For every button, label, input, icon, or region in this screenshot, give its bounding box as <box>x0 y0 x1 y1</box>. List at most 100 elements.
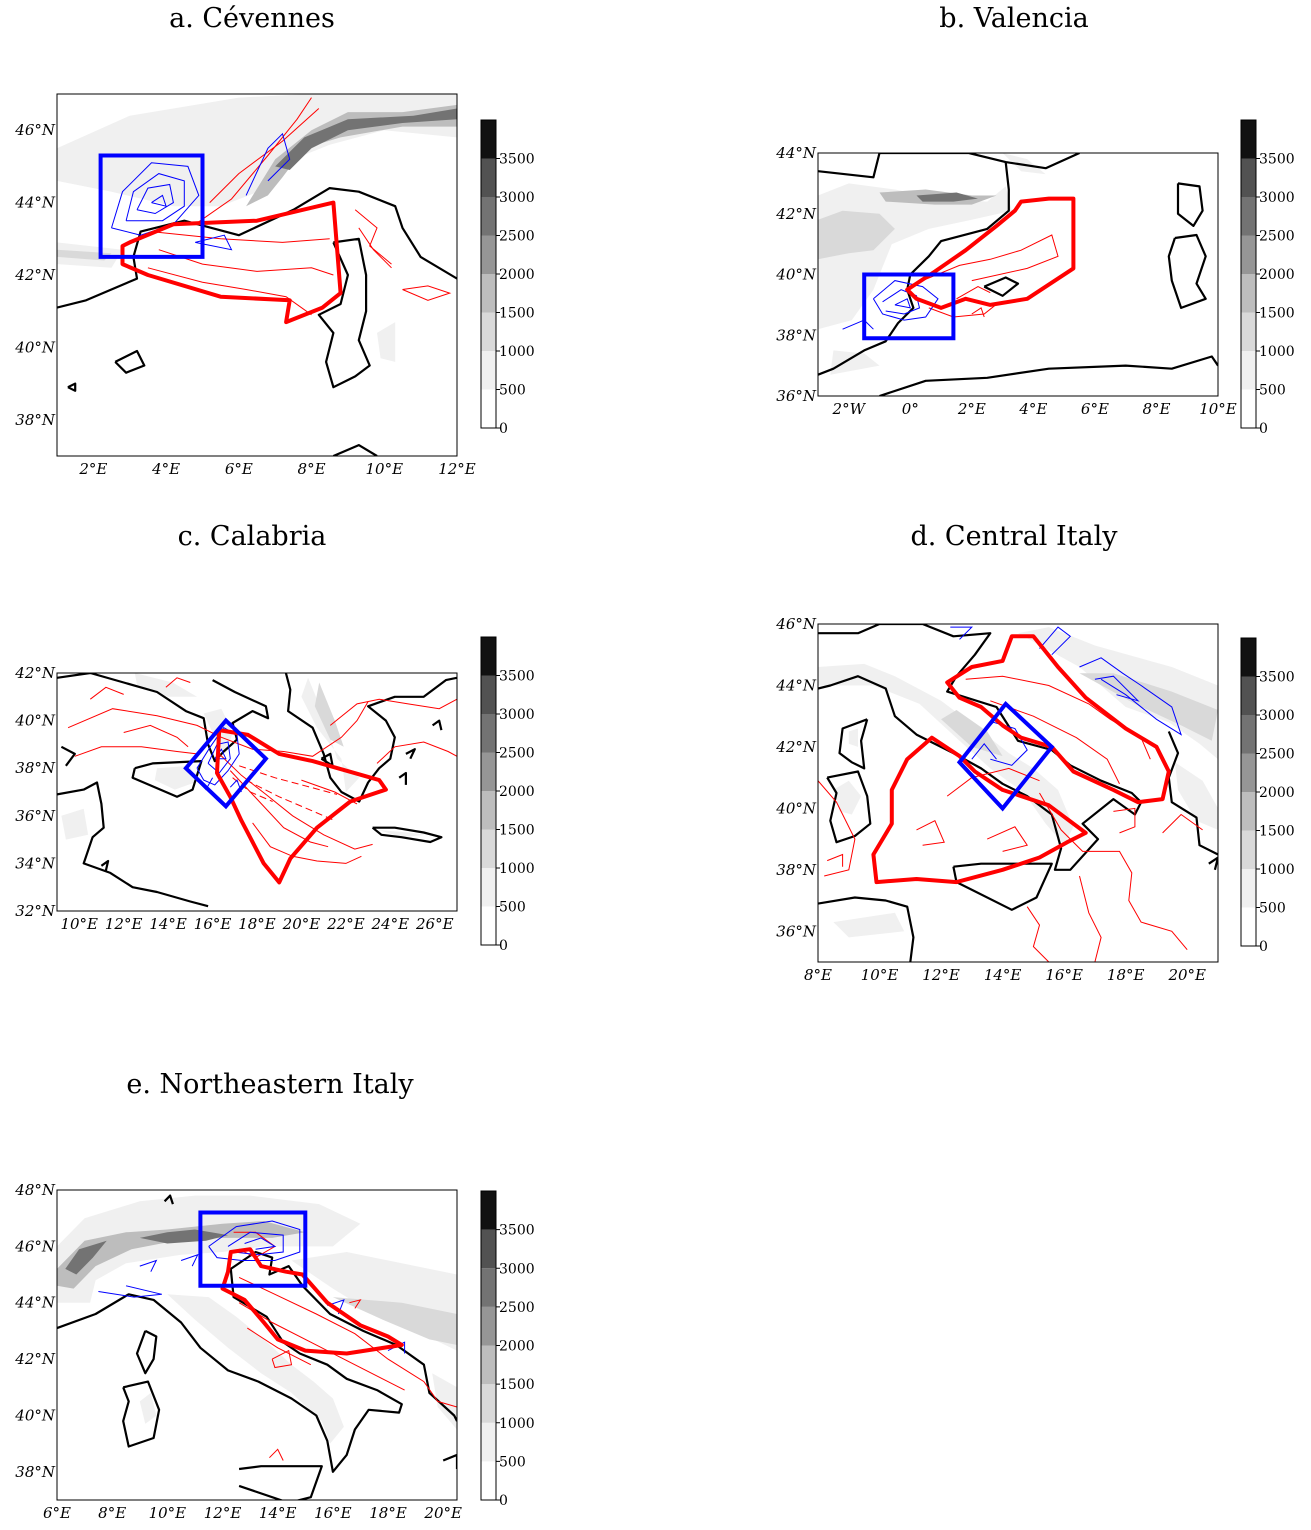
colorbar-bin-1 <box>1241 351 1256 390</box>
panel-a-frame <box>56 93 458 457</box>
panel-c-red-contour-7 <box>165 677 191 688</box>
panel-e-blue-box <box>198 1210 308 1288</box>
panel-c-coastline-7 <box>398 771 407 785</box>
colorbar-tick-label-5: 2500 <box>1259 229 1295 245</box>
panel-a-ytick-3: 44°N <box>14 194 56 212</box>
panel-a-blue-contour-4 <box>245 132 291 196</box>
colorbar-tick-label-0: 0 <box>499 938 508 954</box>
colorbar-tick-label-7: 3500 <box>499 1223 535 1239</box>
panel-d-ytick-5: 46°N <box>775 615 817 633</box>
panel-c-red-contour-4 <box>229 770 329 848</box>
panel-a-red-contour-0 <box>209 108 320 203</box>
panel-e-xtick-3: 12°E <box>204 1504 242 1522</box>
panel-d-blue-contour-4 <box>971 743 997 760</box>
colorbar-tick-label-3: 1500 <box>499 306 535 322</box>
panel-e-terrain-8 <box>432 1373 457 1430</box>
panel-c-coastline-4 <box>284 673 457 803</box>
panel-a-red-contour-7 <box>358 227 392 269</box>
panel-d-ytick-2: 40°N <box>775 799 817 817</box>
panel-a-xtick-0: 2°E <box>78 460 107 478</box>
colorbar-tick-label-5: 2500 <box>1259 747 1295 763</box>
panel-b-red-contour-3 <box>971 307 985 318</box>
panel-e-map: 6°E 8°E 10°E 12°E 14°E 16°E 18°E 20°E 38°N 40°N 42… <box>14 1181 462 1522</box>
panel-e-blue-contour-3 <box>139 1259 158 1272</box>
panel-a-xtick-2: 6°E <box>225 460 253 478</box>
colorbar-tick-label-5: 2500 <box>499 746 535 762</box>
panel-d-frame <box>817 623 1219 963</box>
colorbar-tick-label-0: 0 <box>1259 421 1268 437</box>
colorbar-bin-4 <box>1241 235 1256 274</box>
panel-c-frame <box>56 672 458 912</box>
colorbar-bin-6 <box>481 158 496 197</box>
colorbar-tick-label-0: 0 <box>499 1493 508 1509</box>
colorbar-bin-2 <box>1241 312 1256 351</box>
panel-d-blue-contour-5 <box>950 626 974 640</box>
panel-a-xtick-3: 8°E <box>298 460 326 478</box>
panel-c-ytick-2: 36°N <box>15 807 56 825</box>
colorbar-bin-7 <box>1241 120 1256 159</box>
panel-b-xtick-1: 0° <box>902 400 919 418</box>
panel-d-coastline-5 <box>1167 731 1218 856</box>
panel-c-ytick-4: 40°N <box>14 712 56 730</box>
panel-e-red-contour-6 <box>349 1299 362 1309</box>
panel-d-map: 8°E 10°E 12°E 14°E 16°E 18°E 20°E 36°N 38°N 40°N 4… <box>775 615 1219 984</box>
panel-a-xtick-4: 10°E <box>365 460 403 478</box>
panel-a-red-region-0 <box>120 200 343 325</box>
panel-d-coastline-6 <box>1208 856 1218 871</box>
panel-c-xtick-8: 26°E <box>415 915 454 933</box>
panel-c-xtick-1: 12°E <box>105 915 143 933</box>
panel-b-terrain-5 <box>1002 153 1046 175</box>
colorbar-tick-label-3: 1500 <box>1259 306 1295 322</box>
panel-c-blue-box <box>183 717 269 810</box>
panel-c-colorbar: 0 500 1000 1500 2000 2500 3000 3500 <box>480 636 535 954</box>
panel-e-terrain-3 <box>139 1229 228 1244</box>
colorbar-bin-6 <box>1241 676 1256 715</box>
panel-c-red-contour-1 <box>74 746 198 757</box>
panel-b-coastline-5 <box>879 355 1218 396</box>
panel-b-terrain-1 <box>818 210 895 260</box>
panel-d-ytick-3: 42°N <box>775 738 817 756</box>
colorbar-tick-label-1: 500 <box>499 383 526 399</box>
panel-a-ytick-4: 46°N <box>14 121 56 139</box>
panel-e-xtick-0: 6°E <box>43 1504 71 1522</box>
panel-c-blue-contour-0 <box>196 727 240 786</box>
panel-d-terrain-7 <box>1174 762 1218 830</box>
colorbar-tick-label-1: 500 <box>499 900 526 916</box>
panel-a-plot-area <box>57 94 457 456</box>
colorbar-bin-5 <box>481 197 496 236</box>
colorbar-tick-label-1: 500 <box>499 1454 526 1470</box>
panel-c-plot-area <box>57 673 457 911</box>
panel-e-blue-contour-5 <box>98 1285 162 1298</box>
colorbar-bin-1 <box>481 868 496 907</box>
colorbar-tick-label-7: 3500 <box>499 152 535 168</box>
colorbar-bin-0 <box>481 906 496 945</box>
panel-a-terrain-3 <box>275 108 457 170</box>
panel-e-ytick-4: 46°N <box>14 1237 56 1255</box>
panel-d-blue-contour-0 <box>1039 626 1072 656</box>
panel-c-coastline-6 <box>371 826 443 844</box>
panel-c-title: c. Calabria <box>178 521 327 552</box>
panel-d-red-contour-2 <box>1039 792 1188 951</box>
panel-d-xtick-3: 14°E <box>984 966 1022 984</box>
panel-d-red-contour-4 <box>946 767 1040 797</box>
panel-c-terrain-6 <box>379 830 426 838</box>
panel-a-terrain-4 <box>57 249 112 261</box>
colorbar-bin-7 <box>481 1191 496 1230</box>
panel-c-red-dashed-contour-2 <box>232 777 273 802</box>
panel-e-blue-contour-2 <box>244 1237 277 1250</box>
panel-b-blue-contour-1 <box>882 289 921 315</box>
panel-e-blue-contour-0 <box>208 1220 301 1261</box>
colorbar-bin-7 <box>1241 638 1256 677</box>
colorbar-bin-0 <box>1241 907 1256 946</box>
colorbar-bin-4 <box>481 235 496 274</box>
panel-e-xtick-6: 18°E <box>369 1504 407 1522</box>
colorbar-bin-7 <box>481 120 496 159</box>
panel-d-red-contour-10 <box>1162 813 1203 834</box>
panel-e-coastline-1 <box>135 1329 158 1375</box>
panel-e-ytick-0: 38°N <box>15 1463 56 1481</box>
colorbar-tick-label-0: 0 <box>499 421 508 437</box>
colorbar-tick-label-2: 1000 <box>499 1416 535 1432</box>
panel-d-xtick-4: 16°E <box>1045 966 1083 984</box>
panel-e-xtick-7: 20°E <box>423 1504 462 1522</box>
colorbar-bin-3 <box>481 791 496 830</box>
